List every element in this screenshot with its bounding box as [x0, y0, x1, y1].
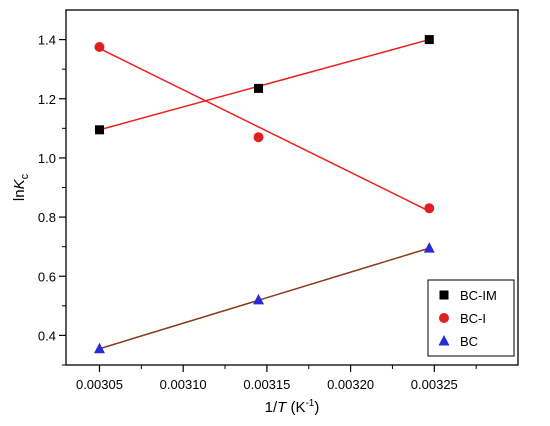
legend-label: BC-IM	[460, 288, 497, 303]
fit-line	[99, 247, 430, 350]
x-tick-label: 0.00310	[160, 377, 207, 392]
data-point	[423, 242, 435, 253]
series-group	[93, 35, 435, 354]
data-point	[94, 125, 104, 135]
legend: BC-IM BC-I BC	[427, 279, 515, 357]
series-bc-i	[94, 41, 435, 214]
series-bc	[93, 242, 435, 354]
ticks: 0.00305 0.00310 0.00315 0.00320 0.00325 0.4 0.…	[38, 33, 477, 392]
data-point	[93, 342, 105, 354]
data-point	[424, 35, 434, 45]
data-point	[424, 203, 435, 214]
x-tick-label: 0.00315	[243, 377, 290, 392]
data-point	[254, 83, 264, 93]
data-point	[94, 41, 105, 52]
fit-line	[99, 38, 430, 131]
y-tick-label: 0.4	[38, 328, 56, 343]
y-tick-label: 0.8	[38, 210, 56, 225]
y-tick-label: 1.0	[38, 151, 56, 166]
x-tick-label: 0.00325	[411, 377, 458, 392]
y-tick-label: 0.6	[38, 269, 56, 284]
legend-marker	[439, 290, 449, 300]
data-point	[253, 132, 264, 143]
x-tick-label: 0.00320	[327, 377, 374, 392]
y-tick-label: 1.2	[38, 92, 56, 107]
series-bc-im	[94, 35, 434, 135]
legend-marker	[438, 335, 450, 346]
x-tick-label: 0.00305	[76, 377, 123, 392]
data-point	[253, 293, 265, 305]
legend-label: BC	[460, 334, 478, 349]
y-tick-label: 1.4	[38, 33, 56, 48]
y-axis-title: lnKc	[11, 173, 31, 201]
fit-line	[99, 47, 430, 212]
x-axis-title: 1/T (K-1)	[265, 398, 320, 416]
legend-marker	[439, 313, 449, 323]
legend-label: BC-I	[460, 311, 486, 326]
